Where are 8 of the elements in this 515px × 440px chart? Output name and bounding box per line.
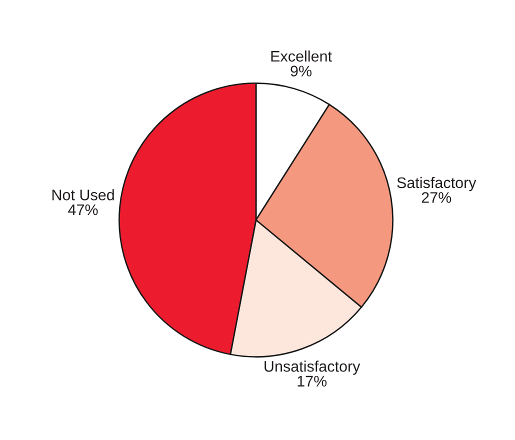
data-label: 17% bbox=[298, 376, 327, 387]
data-label: 47% bbox=[68, 204, 98, 216]
data-label: 9% bbox=[290, 66, 312, 76]
slice-label: Satisfactory bbox=[397, 176, 476, 192]
slice-label: Not Used bbox=[52, 189, 114, 200]
data-label: 27% bbox=[422, 192, 452, 203]
slice-label: Excellent bbox=[271, 50, 332, 62]
slice-label: Unsatisfactory bbox=[264, 360, 360, 375]
